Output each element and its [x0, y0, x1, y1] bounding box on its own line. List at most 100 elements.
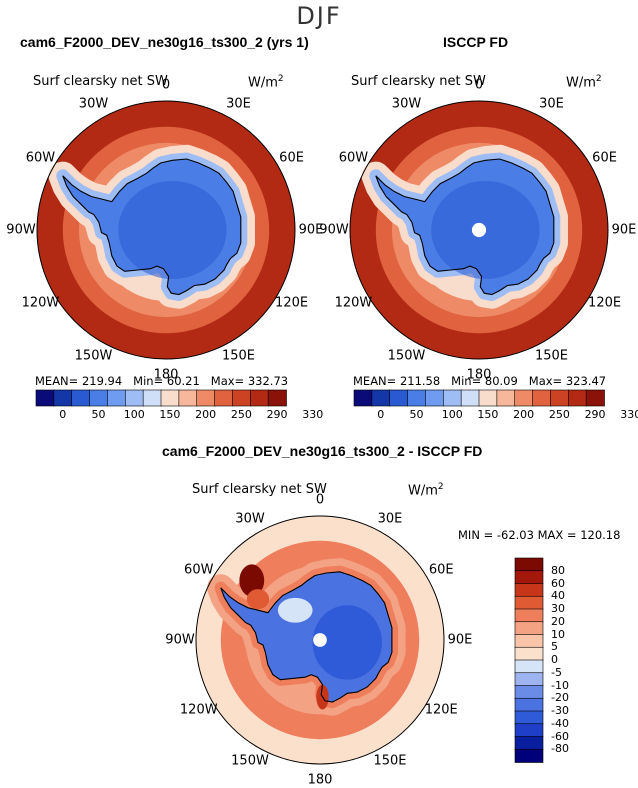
colorbar-tick-label: 60 — [551, 576, 565, 590]
lon-label: 30W — [235, 511, 265, 527]
lon-label: 60W — [338, 150, 369, 165]
diff-variable-label: Surf clearsky net SW — [192, 482, 327, 497]
model-stats: MEAN= 219.94 Min= 60.21 Max= 332.73 — [35, 374, 289, 388]
lon-label: 60E — [279, 150, 304, 165]
colorbar-swatch — [514, 557, 544, 572]
colorbar-swatch — [585, 389, 605, 407]
colorbar-tick-label: 290 — [584, 408, 606, 421]
diff-panel-title: cam6_F2000_DEV_ne30g16_ts300_2 - ISCCP F… — [162, 443, 483, 459]
colorbar-swatch — [178, 389, 198, 407]
coastline — [220, 571, 393, 703]
colorbar-swatch — [196, 389, 216, 407]
colorbar-swatch — [71, 389, 91, 407]
colorbar-tick-label: 0 — [59, 408, 67, 421]
lon-label: 150E — [221, 348, 256, 364]
colorbar-tick-label: 200 — [195, 408, 217, 421]
map-boundary — [195, 515, 445, 765]
colorbar-swatch — [514, 723, 544, 738]
model-polar-map — [36, 100, 296, 360]
colorbar-swatch — [514, 710, 544, 725]
lon-label: 120E — [275, 295, 309, 310]
colorbar-swatch — [496, 389, 516, 407]
diff-polar-map — [195, 515, 445, 765]
colorbar-tick-label: 150 — [159, 408, 181, 421]
colorbar-swatch — [160, 389, 180, 407]
colorbar-swatch — [232, 389, 252, 407]
colorbar-tick-label: -60 — [551, 729, 569, 743]
colorbar-tick-label: -10 — [551, 678, 569, 692]
lon-label: 60E — [428, 562, 454, 578]
season-title: DJF — [296, 2, 342, 30]
map-boundary — [349, 100, 609, 360]
colorbar-swatch — [35, 389, 55, 407]
colorbar-tick-label: 0 — [377, 408, 385, 421]
lon-label: 30E — [226, 96, 251, 112]
colorbar-tick-label: 50 — [91, 408, 106, 421]
lon-label: 0 — [474, 77, 484, 93]
colorbar-swatch — [249, 389, 269, 407]
lon-label: 150E — [373, 753, 407, 769]
colorbar-swatch — [514, 595, 544, 610]
lon-label: 180 — [466, 367, 492, 383]
contour-band — [118, 180, 227, 280]
contour-band — [312, 605, 382, 680]
lon-label: 60W — [25, 150, 56, 165]
lon-label: 0 — [315, 492, 325, 508]
colorbar-swatch — [514, 748, 544, 763]
colorbar-tick-label: 200 — [513, 408, 535, 421]
lon-label: 30E — [539, 96, 564, 112]
lon-label: 150W — [387, 348, 426, 364]
lon-label: 30E — [377, 511, 403, 527]
colorbar-swatch — [53, 389, 73, 407]
colorbar-swatch — [389, 389, 409, 407]
obs-mean-value: 211.58 — [399, 374, 441, 388]
pole-hole — [313, 633, 327, 647]
colorbar-tick-label: 150 — [477, 408, 499, 421]
colorbar-swatch — [460, 389, 480, 407]
model-panel-title: cam6_F2000_DEV_ne30g16_ts300_2 (yrs 1) — [20, 34, 309, 50]
diff-units: W/m2 — [408, 482, 444, 499]
model-mean-value: 219.94 — [81, 374, 123, 388]
colorbar-tick-label: -40 — [551, 716, 569, 730]
coastline — [62, 158, 242, 296]
lon-label: 60E — [592, 150, 617, 165]
lon-label: 120E — [424, 702, 458, 718]
colorbar-tick-label: 290 — [266, 408, 288, 421]
colorbar-tick-label: 330 — [620, 408, 638, 421]
colorbar-tick-label: 250 — [230, 408, 252, 421]
lon-label: 120E — [588, 295, 622, 310]
lon-label: 90W — [6, 222, 36, 238]
colorbar-swatch — [371, 389, 391, 407]
colorbar-swatch — [267, 389, 287, 407]
lon-label: 180 — [153, 367, 179, 383]
colorbar-swatch — [514, 672, 544, 687]
colorbar-swatch — [550, 389, 570, 407]
colorbar-swatch — [514, 634, 544, 649]
colorbar-tick-label: -80 — [551, 742, 569, 756]
lon-label: 90E — [447, 632, 473, 648]
lon-label: 90W — [165, 632, 195, 648]
colorbar-tick-label: 100 — [441, 408, 463, 421]
colorbar-tick-label: 40 — [551, 589, 565, 603]
lon-label: 90E — [298, 222, 324, 238]
model-variable-label: Surf clearsky net SW — [33, 74, 168, 89]
colorbar-swatch — [89, 389, 109, 407]
obs-units: W/m2 — [566, 74, 602, 91]
colorbar-swatch — [425, 389, 445, 407]
colorbar-swatch — [214, 389, 234, 407]
colorbar-swatch — [514, 659, 544, 674]
colorbar-swatch — [514, 685, 544, 700]
lon-label: 30W — [391, 96, 422, 112]
colorbar-swatch — [567, 389, 587, 407]
colorbar-swatch — [514, 570, 544, 585]
lon-label: 120W — [334, 295, 373, 310]
obs-stats: MEAN= 211.58 Min= 80.09 Max= 323.47 — [353, 374, 607, 388]
colorbar-tick-label: 10 — [551, 627, 565, 641]
colorbar-swatch — [514, 646, 544, 661]
model-units: W/m2 — [248, 74, 284, 91]
pole-hole — [471, 222, 487, 238]
contour-band — [239, 564, 265, 597]
colorbar-tick-label: 20 — [551, 614, 565, 628]
colorbar-swatch — [514, 736, 544, 751]
colorbar-swatch — [142, 389, 162, 407]
